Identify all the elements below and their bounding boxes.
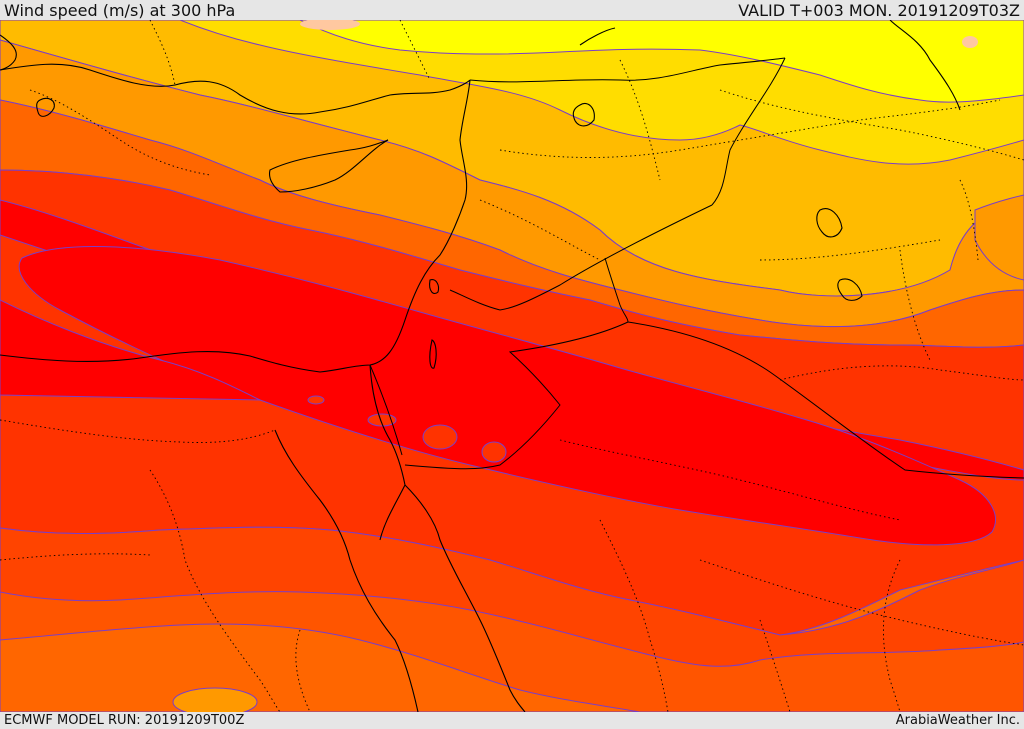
wind-peak-patch bbox=[300, 20, 360, 30]
header-bar: Wind speed (m/s) at 300 hPa VALID T+003 … bbox=[0, 0, 1024, 20]
map-title: Wind speed (m/s) at 300 hPa bbox=[4, 1, 236, 20]
coastlines bbox=[0, 20, 961, 712]
valid-time-label: VALID T+003 MON. 20191209T03Z bbox=[738, 1, 1020, 20]
footer-bar: ECMWF MODEL RUN: 20191209T00Z ArabiaWeat… bbox=[0, 712, 1024, 729]
wind-jet-core bbox=[18, 246, 996, 546]
country-borders bbox=[369, 57, 1024, 479]
wind-feature-1 bbox=[422, 424, 458, 450]
wind-band-weakest bbox=[299, 20, 1024, 103]
wind-speed-map bbox=[0, 20, 1024, 712]
credit-label: ArabiaWeather Inc. bbox=[895, 713, 1020, 728]
wind-peak-patch-east bbox=[962, 36, 978, 48]
wind-feature-3 bbox=[367, 413, 397, 427]
model-run-label: ECMWF MODEL RUN: 20191209T00Z bbox=[4, 713, 245, 728]
wind-band-south-3 bbox=[0, 623, 641, 712]
wind-feature-2 bbox=[481, 441, 507, 463]
wind-jet-core-west bbox=[0, 299, 261, 401]
province-borders bbox=[0, 20, 1024, 712]
wind-feature-4 bbox=[307, 395, 325, 405]
wind-band-south-patch bbox=[172, 687, 258, 712]
